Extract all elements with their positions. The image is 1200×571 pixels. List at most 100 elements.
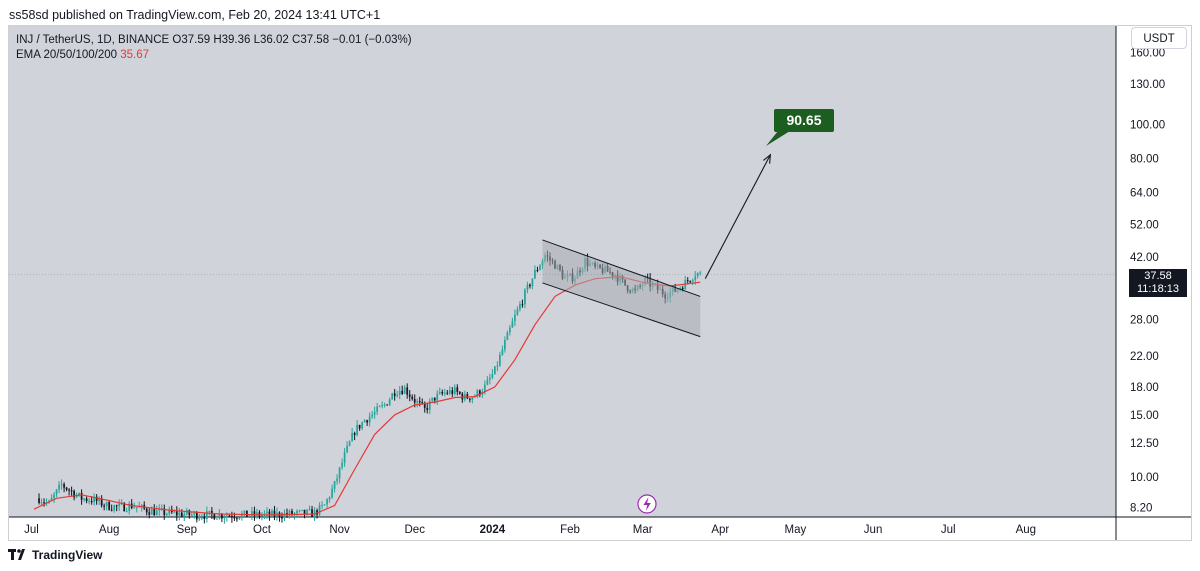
candle-body	[283, 513, 286, 519]
candle-body	[236, 518, 238, 520]
candle-body	[220, 514, 223, 519]
candle-body	[426, 407, 429, 410]
currency-button[interactable]: USDT	[1131, 27, 1187, 49]
candle-body	[413, 399, 416, 403]
candle-body	[93, 496, 96, 503]
candle-body	[406, 387, 409, 395]
candle-body	[348, 441, 351, 446]
candle-body	[421, 402, 424, 404]
candle-body	[323, 504, 326, 506]
candle-body	[521, 304, 524, 306]
candle-body	[529, 284, 531, 287]
ema-line: EMA 20/50/100/200 35.67	[16, 48, 412, 63]
candle-body	[486, 379, 489, 385]
candle-body	[418, 401, 421, 403]
y-tick-label: 160.00	[1130, 47, 1165, 59]
lightning-icon	[643, 497, 651, 511]
candle-body	[133, 507, 136, 509]
y-tick-label: 100.00	[1130, 119, 1165, 131]
candle-body	[63, 484, 65, 488]
candle-body	[291, 510, 293, 515]
high-value: 39.36	[221, 34, 251, 46]
candle-body	[123, 503, 126, 512]
candle-body	[308, 509, 311, 511]
candle-body	[226, 515, 228, 518]
candle-body	[38, 498, 40, 503]
candle-body	[681, 287, 684, 290]
candle-body	[509, 327, 511, 333]
candle-body	[198, 517, 201, 520]
time-axis-area	[9, 517, 1191, 540]
candle-body	[388, 399, 391, 406]
candle-body	[318, 505, 321, 515]
candle-body	[261, 515, 263, 517]
x-tick-label: Sep	[177, 524, 197, 536]
candle-body	[536, 269, 539, 271]
candle-body	[73, 490, 75, 498]
candle-body	[376, 406, 379, 412]
candle-body	[431, 397, 434, 401]
candle-body	[321, 504, 323, 506]
candle-body	[83, 498, 85, 500]
close-value: 37.58	[300, 34, 330, 46]
candle-body	[363, 420, 366, 423]
candle-body	[288, 510, 291, 515]
candle-body	[499, 354, 501, 366]
candle-body	[158, 508, 161, 511]
last-price-value: 37.58	[1144, 270, 1172, 282]
candle-body	[273, 510, 276, 517]
candle-body	[301, 509, 303, 511]
candle-body	[50, 498, 53, 501]
candle-body	[411, 396, 414, 400]
tradingview-logo[interactable]: TradingView	[8, 548, 102, 562]
x-tick-label: Nov	[329, 524, 350, 536]
candle-body	[456, 387, 459, 392]
candle-body	[155, 510, 158, 516]
candle-body	[446, 392, 449, 394]
candle-body	[403, 387, 406, 394]
candle-body	[539, 265, 541, 271]
candle-body	[496, 365, 499, 367]
candle-body	[378, 406, 381, 408]
candle-body	[468, 398, 471, 400]
x-tick-label: Apr	[711, 524, 729, 536]
price-chart[interactable]: Jul Aug Sep Oct Nov Dec 2024 Feb Mar Apr May Jun Jul…	[9, 26, 1191, 540]
candle-body	[346, 445, 348, 453]
candle-body	[218, 514, 221, 519]
candle-body	[493, 366, 496, 375]
candle-body	[105, 502, 108, 506]
candle-body	[306, 509, 308, 515]
candle-body	[686, 280, 689, 282]
candle-body	[60, 484, 63, 486]
open-label: O	[172, 34, 182, 46]
candle-body	[366, 420, 369, 423]
x-tick-label: Aug	[99, 524, 119, 536]
y-tick-label: 12.50	[1130, 438, 1159, 450]
candle-body	[504, 340, 506, 350]
candle-body	[165, 513, 168, 516]
x-tick-label: Feb	[560, 524, 580, 536]
candle-body	[689, 281, 692, 283]
candle-body	[391, 393, 394, 400]
candle-body	[223, 517, 226, 519]
candle-body	[70, 490, 73, 492]
candle-body	[195, 512, 198, 520]
candle-body	[691, 279, 694, 282]
projection-arrow	[704, 154, 771, 279]
ema-label[interactable]: EMA 20/50/100/200	[16, 49, 118, 61]
candle-body	[95, 496, 98, 502]
candle-body	[341, 462, 343, 468]
y-tick-label: 52.00	[1130, 219, 1159, 231]
candle-body	[531, 278, 534, 287]
symbol-label[interactable]: INJ / TetherUS, 1D, BINANCE	[16, 34, 170, 46]
candle-body	[253, 511, 256, 516]
candle-body	[115, 505, 118, 507]
y-tick-label: 22.00	[1130, 351, 1159, 363]
candle-body	[326, 499, 328, 505]
candle-body	[128, 503, 131, 511]
candle-body	[90, 500, 93, 503]
candle-body	[271, 510, 273, 516]
channel-fill	[542, 239, 701, 337]
candle-body	[328, 497, 331, 500]
countdown-value: 11:18:13	[1136, 283, 1179, 295]
